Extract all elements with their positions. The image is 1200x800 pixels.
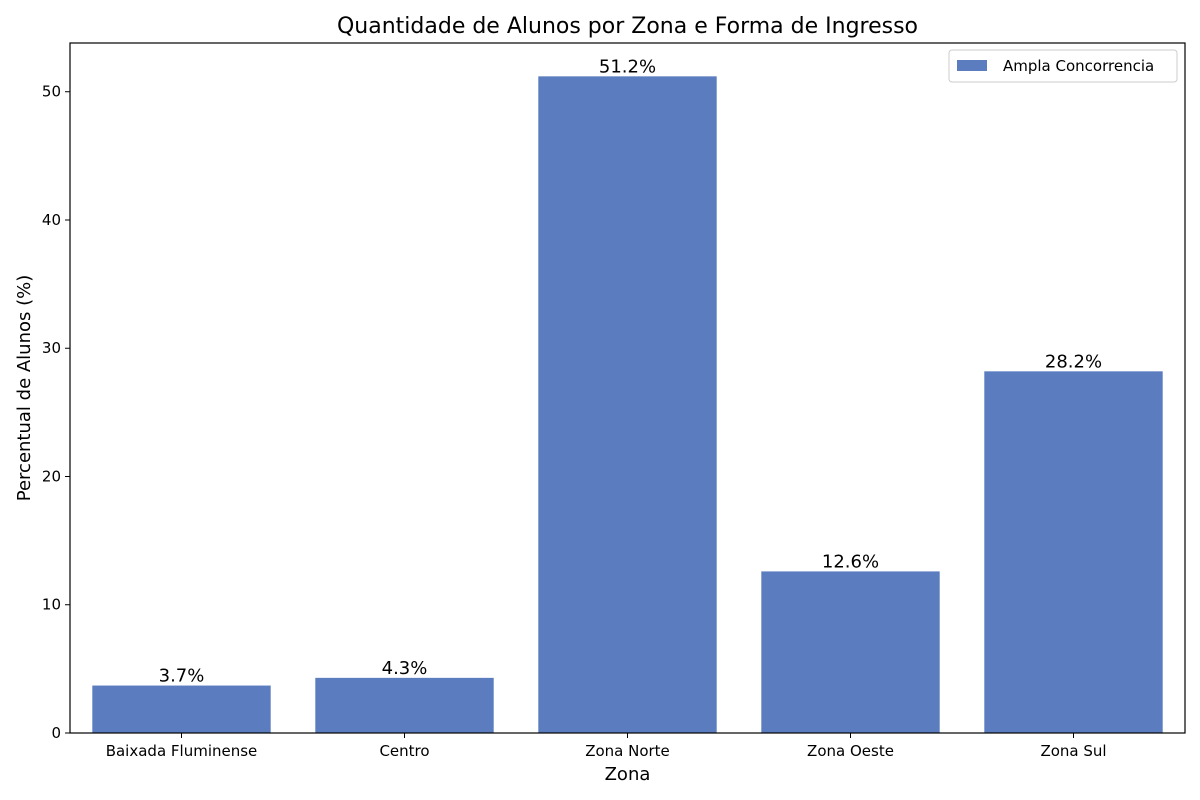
x-tick-label: Zona Oeste — [807, 742, 894, 760]
y-axis-label: Percentual de Alunos (%) — [14, 275, 35, 502]
bars-group — [92, 76, 1163, 734]
chart-title: Quantidade de Alunos por Zona e Forma de… — [337, 14, 918, 39]
y-tick-label: 40 — [42, 211, 61, 229]
bar-value-label: 51.2% — [599, 56, 656, 77]
legend-label: Ampla Concorrencia — [1003, 57, 1154, 75]
bar-value-label: 12.6% — [822, 551, 879, 572]
bar — [92, 685, 271, 733]
bar-value-label: 3.7% — [159, 666, 205, 687]
legend: Ampla Concorrencia — [948, 49, 1178, 83]
x-tick-label: Baixada Fluminense — [106, 742, 258, 760]
bar-value-label: 28.2% — [1045, 351, 1102, 372]
x-axis-label: Zona — [605, 764, 651, 785]
plot-frame — [69, 42, 1186, 734]
x-axis: Baixada Fluminense Centro Zona Norte Zona O… — [106, 733, 1107, 760]
y-axis: 0 10 20 30 40 50 — [42, 83, 70, 742]
bar-value-label: 4.3% — [382, 658, 428, 679]
x-tick-label: Zona Sul — [1040, 742, 1106, 760]
legend-swatch — [957, 60, 987, 71]
bar — [984, 371, 1163, 733]
y-tick-label: 10 — [42, 596, 61, 614]
bar — [315, 677, 494, 733]
legend-frame — [948, 49, 1178, 83]
x-tick-label: Zona Norte — [585, 742, 670, 760]
y-tick-label: 0 — [51, 724, 61, 742]
bar — [538, 76, 717, 734]
y-tick-label: 50 — [42, 83, 61, 101]
y-tick-label: 30 — [42, 339, 61, 357]
x-tick-label: Centro — [379, 742, 429, 760]
data-labels-group: 3.7% 4.3% 51.2% 12.6% 28.2% — [159, 56, 1102, 686]
bar — [761, 571, 940, 733]
y-tick-label: 20 — [42, 467, 61, 485]
